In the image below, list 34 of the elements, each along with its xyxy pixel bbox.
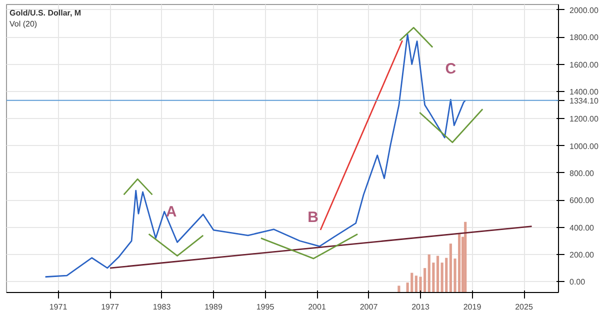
y-tick-label: 400.00 [570, 223, 595, 232]
x-tick-label: 1977 [101, 302, 120, 312]
y-tick-label: 1800.00 [570, 33, 599, 42]
x-tick-label: 1989 [204, 302, 223, 312]
x-tick-label: 1971 [49, 302, 68, 312]
annotation: A [166, 204, 177, 220]
y-tick-label: 1400.00 [570, 87, 599, 96]
x-tick-label: 1995 [256, 302, 275, 312]
x-tick-label: 2025 [515, 302, 534, 312]
y-tick-label: 1600.00 [570, 60, 599, 70]
y-tick-label: 1000.00 [570, 142, 599, 151]
bar [398, 286, 400, 292]
y-tick-label: 1200.00 [570, 114, 599, 124]
annotation: B [308, 209, 319, 226]
x-tick-label: 2019 [463, 302, 482, 312]
bar [410, 272, 414, 292]
x-tick-label: 2013 [412, 302, 430, 312]
y-tick-label: 2000.00 [570, 6, 599, 15]
text: Gold/U.S. Dollar, M [10, 8, 82, 18]
x-tick-label: 1983 [152, 302, 172, 312]
x-tick-label: 2001 [308, 302, 326, 312]
annotation: C [445, 60, 456, 78]
bar [445, 258, 448, 292]
y-tick-label: 800.00 [570, 168, 595, 178]
bar [428, 254, 430, 292]
line-series [44, 34, 466, 278]
y-tick-label: 600.00 [570, 196, 595, 206]
y-tick-label: 0.00 [570, 278, 586, 287]
ref-line-label: 1334.10 [570, 96, 599, 106]
bar [464, 222, 467, 292]
y-tick-label: 200.00 [570, 250, 595, 260]
x-tick-label: 2007 [360, 302, 378, 312]
text: Vol (20) [10, 20, 38, 28]
bar [436, 256, 440, 292]
